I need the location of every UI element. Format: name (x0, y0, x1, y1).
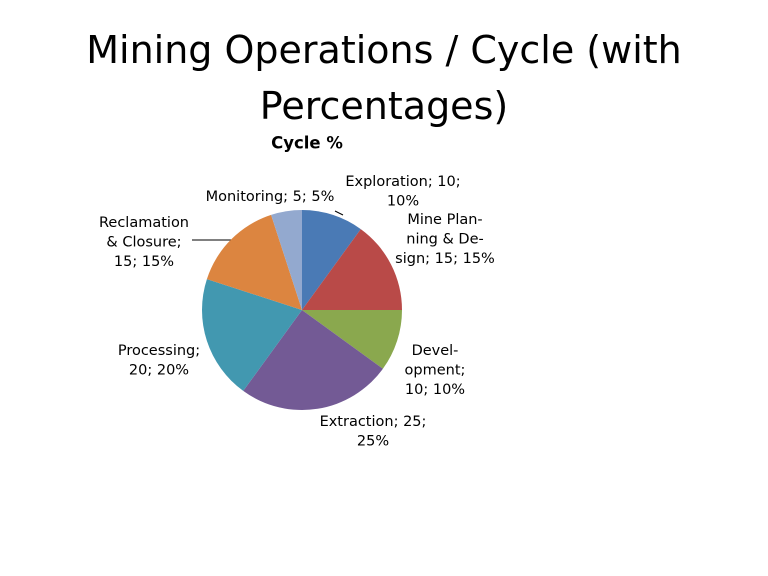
data-label: Processing; (118, 343, 200, 359)
data-label: opment; (405, 363, 466, 379)
data-label: Devel- (412, 343, 459, 359)
pie-slice (302, 210, 361, 310)
data-label: 10% (387, 194, 419, 210)
data-label: Extraction; 25; (320, 414, 427, 430)
slide-title: Mining Operations / Cycle (with Percenta… (86, 28, 682, 128)
data-label: 15; 15% (114, 254, 174, 270)
pie-slice (243, 310, 383, 410)
pie-slice (302, 229, 402, 310)
data-label: 25% (357, 434, 389, 450)
chart-title: Cycle % (271, 134, 343, 153)
data-label: sign; 15; 15% (395, 251, 495, 267)
data-label: Exploration; 10; (345, 174, 460, 190)
pie-slice (302, 310, 402, 369)
data-label: Mine Plan- (407, 212, 482, 228)
data-label: Reclamation (99, 215, 189, 231)
data-label: 20; 20% (129, 363, 189, 379)
pie-slice (202, 279, 302, 391)
data-label: ning & De- (406, 232, 483, 248)
data-label: 10; 10% (405, 382, 465, 398)
data-label: & Closure; (106, 235, 181, 251)
leader-line (334, 210, 344, 216)
data-label: Monitoring; 5; 5% (206, 189, 335, 205)
pie-slice (206, 214, 302, 310)
pie-slice (271, 210, 302, 310)
